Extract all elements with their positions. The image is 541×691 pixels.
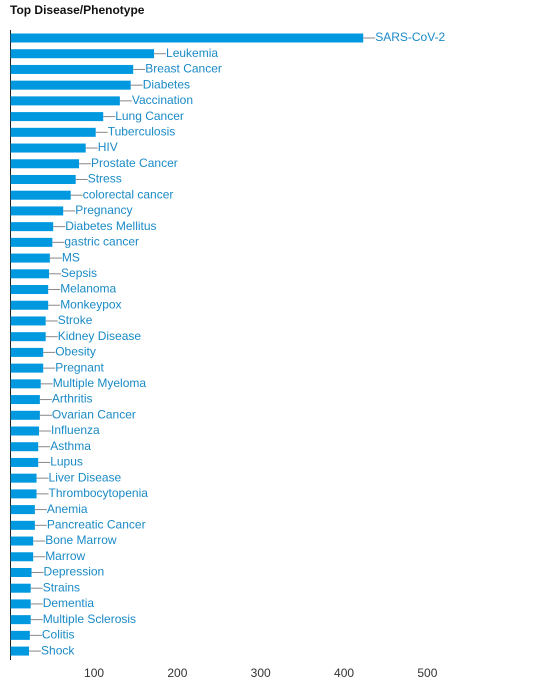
bar xyxy=(10,520,35,530)
bar xyxy=(10,552,34,562)
bar-label: Multiple Myeloma xyxy=(53,376,147,390)
bar-label: colorectal cancer xyxy=(83,187,174,201)
bar xyxy=(10,206,64,216)
bar-label: Monkeypox xyxy=(60,297,121,311)
bar xyxy=(10,630,30,640)
bar-label: Multiple Sclerosis xyxy=(43,612,136,626)
bar-label: Kidney Disease xyxy=(58,329,142,343)
bar-label: Bone Marrow xyxy=(45,533,117,547)
bar xyxy=(10,646,30,656)
bar xyxy=(10,457,39,467)
bar xyxy=(10,96,120,106)
bar-label: gastric cancer xyxy=(64,235,139,249)
bar xyxy=(10,174,76,184)
bar-label: Pregnant xyxy=(55,360,104,374)
bar xyxy=(10,410,40,420)
bar-label: Thrombocytopenia xyxy=(49,486,149,500)
bar xyxy=(10,442,39,452)
bar xyxy=(10,599,31,609)
bar xyxy=(10,269,50,279)
bar-label: Arthritis xyxy=(52,392,93,406)
bar-label: Breast Cancer xyxy=(145,62,222,76)
bar-label: Marrow xyxy=(45,549,85,563)
bar-label: Asthma xyxy=(50,439,91,453)
bar-label: Pregnancy xyxy=(75,203,132,217)
x-tick-label: 200 xyxy=(167,666,187,680)
bar xyxy=(10,49,155,59)
bar-label: MS xyxy=(62,250,80,264)
bar-label: SARS-CoV-2 xyxy=(375,30,445,44)
bar xyxy=(10,300,49,310)
bar xyxy=(10,489,37,499)
bar xyxy=(10,112,104,122)
bar xyxy=(10,347,44,357)
bar-label: Influenza xyxy=(51,423,100,437)
bar xyxy=(10,426,40,436)
bar xyxy=(10,222,54,232)
bar xyxy=(10,536,34,546)
bar-label: Sepsis xyxy=(61,266,97,280)
chart-title: Top Disease/Phenotype xyxy=(10,3,145,17)
bar xyxy=(10,395,40,405)
x-tick-label: 400 xyxy=(334,666,354,680)
bar-label: Ovarian Cancer xyxy=(52,407,136,421)
bar-label: Stress xyxy=(88,172,122,186)
bar-label: Anemia xyxy=(47,502,88,516)
bar-label: Pancreatic Cancer xyxy=(47,517,146,531)
bar xyxy=(10,473,37,483)
bar-label: Stroke xyxy=(58,313,93,327)
bar xyxy=(10,615,31,625)
bar xyxy=(10,567,32,577)
bar xyxy=(10,159,80,169)
x-tick-label: 100 xyxy=(84,666,104,680)
bar-label: Liver Disease xyxy=(49,470,122,484)
bar-label: Shock xyxy=(41,643,75,657)
bar-label: Diabetes xyxy=(143,77,190,91)
bar-label: Lupus xyxy=(50,455,83,469)
bar-label: Tuberculosis xyxy=(108,124,176,138)
bar xyxy=(10,285,49,295)
bar-label: Vaccination xyxy=(132,93,193,107)
bar-label: Lung Cancer xyxy=(115,109,184,123)
bar-label: Prostate Cancer xyxy=(91,156,178,170)
bar-label: Strains xyxy=(43,580,80,594)
bar xyxy=(10,190,71,200)
bar xyxy=(10,143,86,153)
bar-label: Obesity xyxy=(55,345,96,359)
bar-label: HIV xyxy=(98,140,118,154)
bar xyxy=(10,64,134,74)
bar xyxy=(10,505,35,515)
bar xyxy=(10,237,53,247)
bar xyxy=(10,80,131,90)
x-tick-label: 500 xyxy=(417,666,437,680)
bar xyxy=(10,379,41,389)
bar xyxy=(10,332,46,342)
bar-label: Diabetes Mellitus xyxy=(65,219,156,233)
bar xyxy=(10,127,96,137)
bar-label: Dementia xyxy=(43,596,95,610)
bar-label: Colitis xyxy=(42,628,75,642)
bar-label: Melanoma xyxy=(60,282,116,296)
bar-label: Depression xyxy=(44,565,105,579)
bar xyxy=(10,253,50,263)
bar xyxy=(10,583,31,593)
bar xyxy=(10,316,46,326)
bar xyxy=(10,363,44,373)
bar-label: Leukemia xyxy=(166,46,218,60)
x-tick-label: 300 xyxy=(251,666,271,680)
bar xyxy=(10,33,364,43)
